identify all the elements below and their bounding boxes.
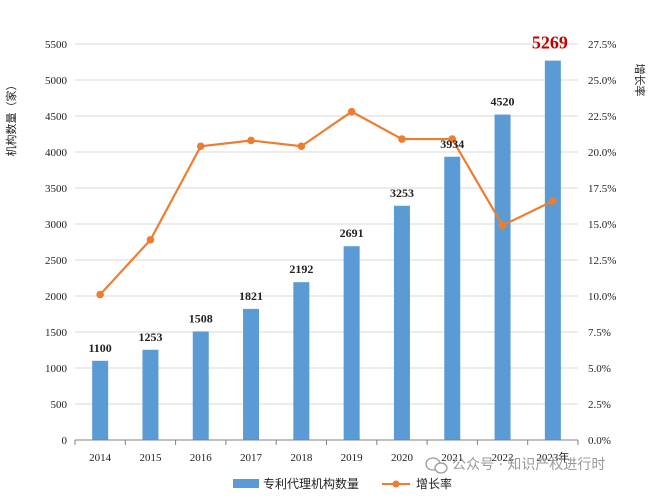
bar-data-label: 3253	[390, 186, 414, 200]
bar-data-label: 1100	[88, 341, 111, 355]
bar-data-label: 1508	[189, 311, 213, 325]
line-series	[96, 107, 557, 299]
y-tick-label: 500	[51, 399, 68, 411]
bar	[293, 282, 310, 440]
bar-data-label: 2691	[340, 226, 364, 240]
bar-series	[92, 60, 561, 441]
bar-data-label-highlight: 5269	[532, 33, 568, 53]
x-tick-label: 2015	[139, 452, 162, 464]
wechat-icon	[425, 457, 448, 474]
bar-data-label: 1253	[138, 330, 162, 344]
line-point	[297, 142, 306, 151]
legend-line-label: 增长率	[416, 476, 452, 491]
y-tick-label: 2000	[45, 291, 68, 303]
legend-bar-swatch	[233, 479, 259, 488]
data-labels: 1100 1253 1508 1821 2192 2691 3253 3934 4520 5269	[88, 33, 567, 355]
y-tick-label: 3000	[45, 219, 68, 231]
growth-line	[99, 110, 554, 296]
y2-tick-label: 15.0%	[588, 219, 616, 231]
bar	[444, 156, 461, 440]
bar-data-label: 3934	[440, 137, 464, 151]
y2-tick-label: 20.0%	[588, 147, 616, 159]
bar	[142, 349, 159, 440]
y-axis-title: 机构数量（家）	[4, 80, 18, 157]
y-tick-label: 5500	[45, 39, 68, 51]
watermark: 公众号 · 知识产权进行时	[425, 456, 605, 474]
legend-bar-label: 专利代理机构数量	[263, 476, 359, 491]
bar	[343, 246, 360, 440]
legend-line-marker	[392, 480, 400, 488]
y-tick-label: 4500	[45, 111, 68, 123]
y2-axis-title: 增长率	[633, 64, 647, 97]
x-tick-label: 2016	[190, 452, 213, 464]
x-tick-label: 2021	[441, 452, 463, 464]
line-point	[247, 136, 255, 145]
line-point	[146, 236, 155, 244]
y2-tick-label: 7.5%	[588, 327, 611, 339]
y2-tick-label: 5.0%	[588, 363, 611, 375]
y-tick-label: 4000	[45, 147, 68, 159]
bar	[544, 60, 561, 441]
line-point	[96, 290, 104, 299]
x-tick-label: 2020	[391, 452, 414, 464]
line-point	[549, 197, 557, 205]
bar-data-label: 4520	[491, 95, 515, 109]
x-tick-label: 2023年	[536, 450, 569, 464]
y2-tick-label: 10.0%	[588, 291, 616, 303]
y-tick-label: 1500	[45, 327, 68, 339]
y2-tick-label: 25.0%	[588, 75, 616, 87]
line-point	[498, 221, 507, 230]
x-tick-label: 2014	[89, 452, 112, 464]
y-tick-label: 3500	[45, 183, 68, 195]
bar	[243, 308, 260, 440]
bar	[393, 205, 410, 440]
y-tick-label: 0	[62, 435, 68, 447]
y2-tick-label: 22.5%	[588, 111, 616, 123]
line-point	[448, 135, 457, 143]
y-tick-label: 2500	[45, 255, 68, 267]
axes: 0 500 1000 1500 2000 2500 3000 3500 4000 4500 5000…	[45, 39, 616, 464]
bar-data-label: 1821	[239, 289, 263, 303]
y2-tick-label: 12.5%	[588, 255, 616, 267]
x-tick-label: 2018	[290, 452, 313, 464]
legend: 专利代理机构数量 增长率	[233, 476, 452, 491]
bar	[494, 114, 511, 440]
bar	[92, 360, 109, 440]
x-tick-label: 2022	[492, 452, 514, 464]
line-point	[196, 142, 205, 151]
y2-tick-label: 2.5%	[588, 399, 611, 411]
watermark-text: 公众号 · 知识产权进行时	[452, 456, 605, 473]
y2-tick-label: 17.5%	[588, 183, 616, 195]
x-tick-label: 2019	[341, 452, 364, 464]
y2-tick-label: 0.0%	[588, 435, 611, 447]
y-tick-label: 1000	[45, 363, 68, 375]
x-tick-label: 2017	[240, 452, 263, 464]
line-point	[347, 107, 356, 116]
y-tick-label: 5000	[45, 75, 68, 87]
bar-data-label: 2192	[289, 262, 313, 276]
y2-tick-label: 27.5%	[588, 39, 616, 51]
line-point	[398, 135, 406, 143]
bar	[192, 331, 209, 440]
